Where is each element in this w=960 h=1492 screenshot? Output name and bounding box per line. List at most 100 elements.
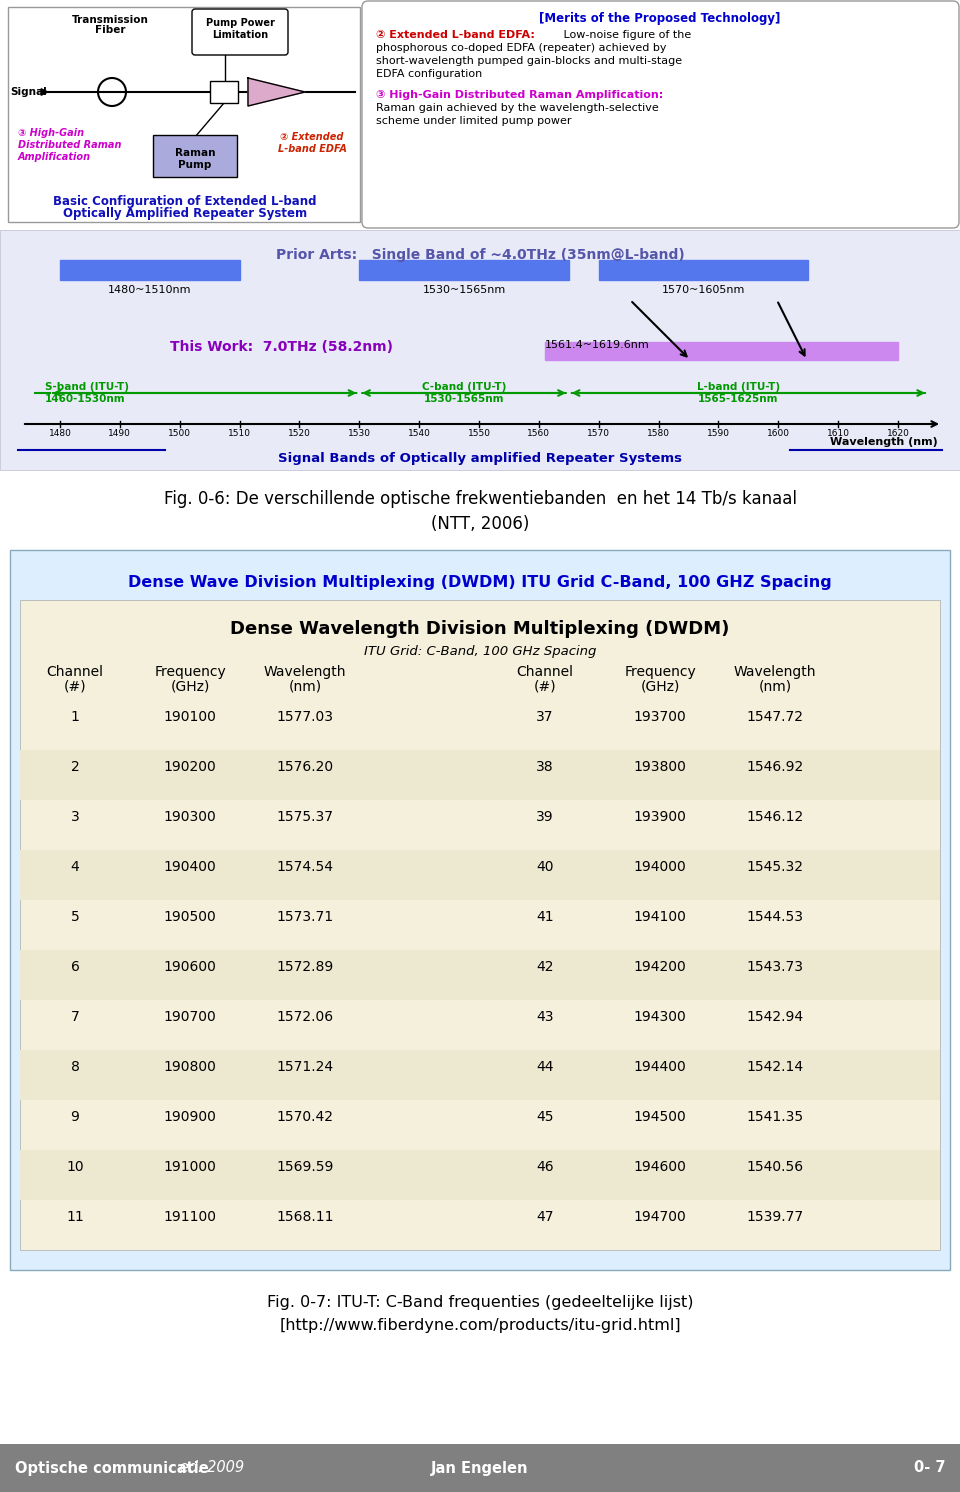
Text: 1530~1565nm: 1530~1565nm (422, 285, 506, 295)
Text: 1565-1625nm: 1565-1625nm (698, 394, 779, 404)
Text: 194100: 194100 (634, 910, 686, 924)
Text: 1571.24: 1571.24 (276, 1059, 333, 1074)
Text: 1510: 1510 (228, 430, 251, 439)
Text: 190400: 190400 (163, 859, 216, 874)
Text: ② Extended: ② Extended (280, 131, 344, 142)
Text: 1580: 1580 (647, 430, 670, 439)
FancyBboxPatch shape (10, 551, 950, 1270)
Text: 1575.37: 1575.37 (276, 810, 333, 824)
Text: 1460-1530nm: 1460-1530nm (45, 394, 126, 404)
Text: Channel: Channel (516, 665, 573, 679)
Text: 1577.03: 1577.03 (276, 710, 333, 724)
Text: 1547.72: 1547.72 (747, 710, 804, 724)
Text: L-band EDFA: L-band EDFA (277, 145, 347, 154)
FancyBboxPatch shape (8, 7, 360, 222)
FancyBboxPatch shape (210, 81, 238, 103)
Text: 190500: 190500 (163, 910, 216, 924)
Text: Optische communicatie: Optische communicatie (15, 1461, 208, 1476)
Text: Signal: Signal (10, 87, 47, 97)
Text: 194200: 194200 (634, 959, 686, 974)
Text: ITU Grid: C-Band, 100 GHz Spacing: ITU Grid: C-Band, 100 GHz Spacing (364, 645, 596, 658)
Text: (nm): (nm) (288, 680, 322, 694)
Text: Wavelength: Wavelength (264, 665, 347, 679)
Text: Low-noise figure of the: Low-noise figure of the (560, 30, 691, 40)
Text: S-band (ITU-T): S-band (ITU-T) (45, 382, 129, 392)
Text: 1561.4~1619.6nm: 1561.4~1619.6nm (545, 340, 650, 351)
Text: 1576.20: 1576.20 (276, 759, 333, 774)
Text: Transmission: Transmission (72, 15, 149, 25)
Text: 45: 45 (537, 1110, 554, 1123)
Text: EDFA configuration: EDFA configuration (376, 69, 482, 79)
Text: 194700: 194700 (634, 1210, 686, 1223)
Text: Raman: Raman (175, 148, 215, 158)
FancyBboxPatch shape (20, 950, 940, 1000)
Text: Channel: Channel (46, 665, 104, 679)
Text: Dense Wavelength Division Multiplexing (DWDM): Dense Wavelength Division Multiplexing (… (230, 621, 730, 639)
FancyBboxPatch shape (20, 1050, 940, 1100)
Text: 1570~1605nm: 1570~1605nm (661, 285, 745, 295)
FancyBboxPatch shape (362, 1, 959, 228)
Text: 1620: 1620 (887, 430, 909, 439)
FancyBboxPatch shape (192, 9, 288, 55)
Text: short-wavelength pumped gain-blocks and multi-stage: short-wavelength pumped gain-blocks and … (376, 57, 683, 66)
FancyBboxPatch shape (0, 0, 960, 230)
Text: (GHz): (GHz) (170, 680, 209, 694)
Text: 41: 41 (537, 910, 554, 924)
Text: 38: 38 (537, 759, 554, 774)
FancyBboxPatch shape (20, 1150, 940, 1200)
FancyBboxPatch shape (0, 1444, 960, 1492)
Text: 1541.35: 1541.35 (747, 1110, 804, 1123)
Text: 190200: 190200 (163, 759, 216, 774)
Text: Distributed Raman: Distributed Raman (18, 140, 122, 151)
Text: scheme under limited pump power: scheme under limited pump power (376, 116, 571, 125)
Text: (GHz): (GHz) (640, 680, 680, 694)
Text: phosphorous co-doped EDFA (repeater) achieved by: phosphorous co-doped EDFA (repeater) ach… (376, 43, 666, 54)
Text: This Work:  7.0THz (58.2nm): This Work: 7.0THz (58.2nm) (170, 340, 393, 354)
Text: 193900: 193900 (634, 810, 686, 824)
Text: 1570: 1570 (588, 430, 611, 439)
Text: Prior Arts:   Single Band of ~4.0THz (35nm@L-band): Prior Arts: Single Band of ~4.0THz (35nm… (276, 248, 684, 263)
Text: Raman gain achieved by the wavelength-selective: Raman gain achieved by the wavelength-se… (376, 103, 659, 113)
Text: Fig. 0-6: De verschillende optische frekwentiebanden  en het 14 Tb/s kanaal: Fig. 0-6: De verschillende optische frek… (163, 489, 797, 507)
Text: C-band (ITU-T): C-band (ITU-T) (421, 382, 506, 392)
Text: ed. 2009: ed. 2009 (175, 1461, 244, 1476)
Text: 1542.14: 1542.14 (747, 1059, 804, 1074)
FancyBboxPatch shape (20, 600, 940, 1250)
Text: 7: 7 (71, 1010, 80, 1024)
Text: 1560: 1560 (527, 430, 550, 439)
Text: 194400: 194400 (634, 1059, 686, 1074)
Text: 1543.73: 1543.73 (747, 959, 804, 974)
Text: 194500: 194500 (634, 1110, 686, 1123)
Text: [Merits of the Proposed Technology]: [Merits of the Proposed Technology] (540, 12, 780, 25)
Text: 1570.42: 1570.42 (276, 1110, 333, 1123)
Text: 193700: 193700 (634, 710, 686, 724)
Text: ③ High-Gain Distributed Raman Amplification:: ③ High-Gain Distributed Raman Amplificat… (376, 90, 663, 100)
Text: 1480~1510nm: 1480~1510nm (108, 285, 191, 295)
Text: 40: 40 (537, 859, 554, 874)
Text: Limitation: Limitation (212, 30, 268, 40)
FancyBboxPatch shape (153, 134, 237, 178)
Text: 39: 39 (537, 810, 554, 824)
Text: 1573.71: 1573.71 (276, 910, 333, 924)
Text: 1: 1 (71, 710, 80, 724)
Text: 46: 46 (537, 1159, 554, 1174)
Text: 190900: 190900 (163, 1110, 216, 1123)
Text: L-band (ITU-T): L-band (ITU-T) (697, 382, 780, 392)
Text: 43: 43 (537, 1010, 554, 1024)
Text: Frequency: Frequency (155, 665, 226, 679)
Text: 37: 37 (537, 710, 554, 724)
Text: 1544.53: 1544.53 (747, 910, 804, 924)
Text: Wavelength: Wavelength (733, 665, 816, 679)
Text: 9: 9 (71, 1110, 80, 1123)
Text: Jan Engelen: Jan Engelen (431, 1461, 529, 1476)
Text: (#): (#) (63, 680, 86, 694)
Text: 11: 11 (66, 1210, 84, 1223)
Text: 190800: 190800 (163, 1059, 216, 1074)
Text: 1546.12: 1546.12 (746, 810, 804, 824)
Text: Fiber: Fiber (95, 25, 125, 34)
Text: (nm): (nm) (758, 680, 792, 694)
Text: 1530: 1530 (348, 430, 371, 439)
FancyBboxPatch shape (545, 342, 898, 360)
Text: 1572.89: 1572.89 (276, 959, 334, 974)
Text: Dense Wave Division Multiplexing (DWDM) ITU Grid C-Band, 100 GHZ Spacing: Dense Wave Division Multiplexing (DWDM) … (128, 574, 832, 589)
